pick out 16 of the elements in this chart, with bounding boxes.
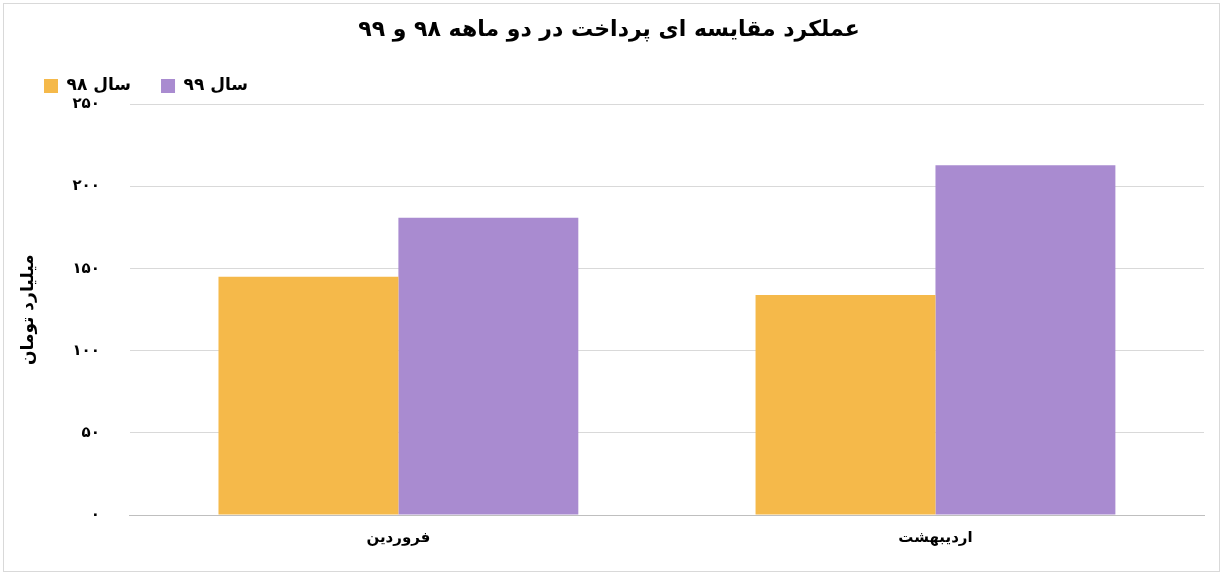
y-tick-label: ۲۰۰ <box>72 176 100 195</box>
legend-label: سال ۹۹ <box>183 74 249 95</box>
bar <box>398 217 579 515</box>
bar <box>755 294 936 515</box>
legend-label: سال ۹۸ <box>66 74 132 95</box>
y-tick-label: ۱۰۰ <box>72 340 100 359</box>
y-tick-label: ۵۰ <box>81 422 100 441</box>
x-tick-label: اردیبهشت <box>898 527 973 546</box>
x-tick-label: فروردین <box>366 527 431 546</box>
y-tick-label: ۱۵۰ <box>72 258 100 277</box>
y-axis-title: میلیارد تومان <box>16 254 38 366</box>
y-tick-label: ۰ <box>90 504 100 523</box>
y-tick-label: ۲۵۰ <box>72 94 100 113</box>
bar <box>218 276 399 515</box>
bar <box>935 165 1116 515</box>
chart-title: عملکرد مقایسه ای پرداخت در دو ماهه ۹۸ و ۹۹ <box>358 15 860 42</box>
